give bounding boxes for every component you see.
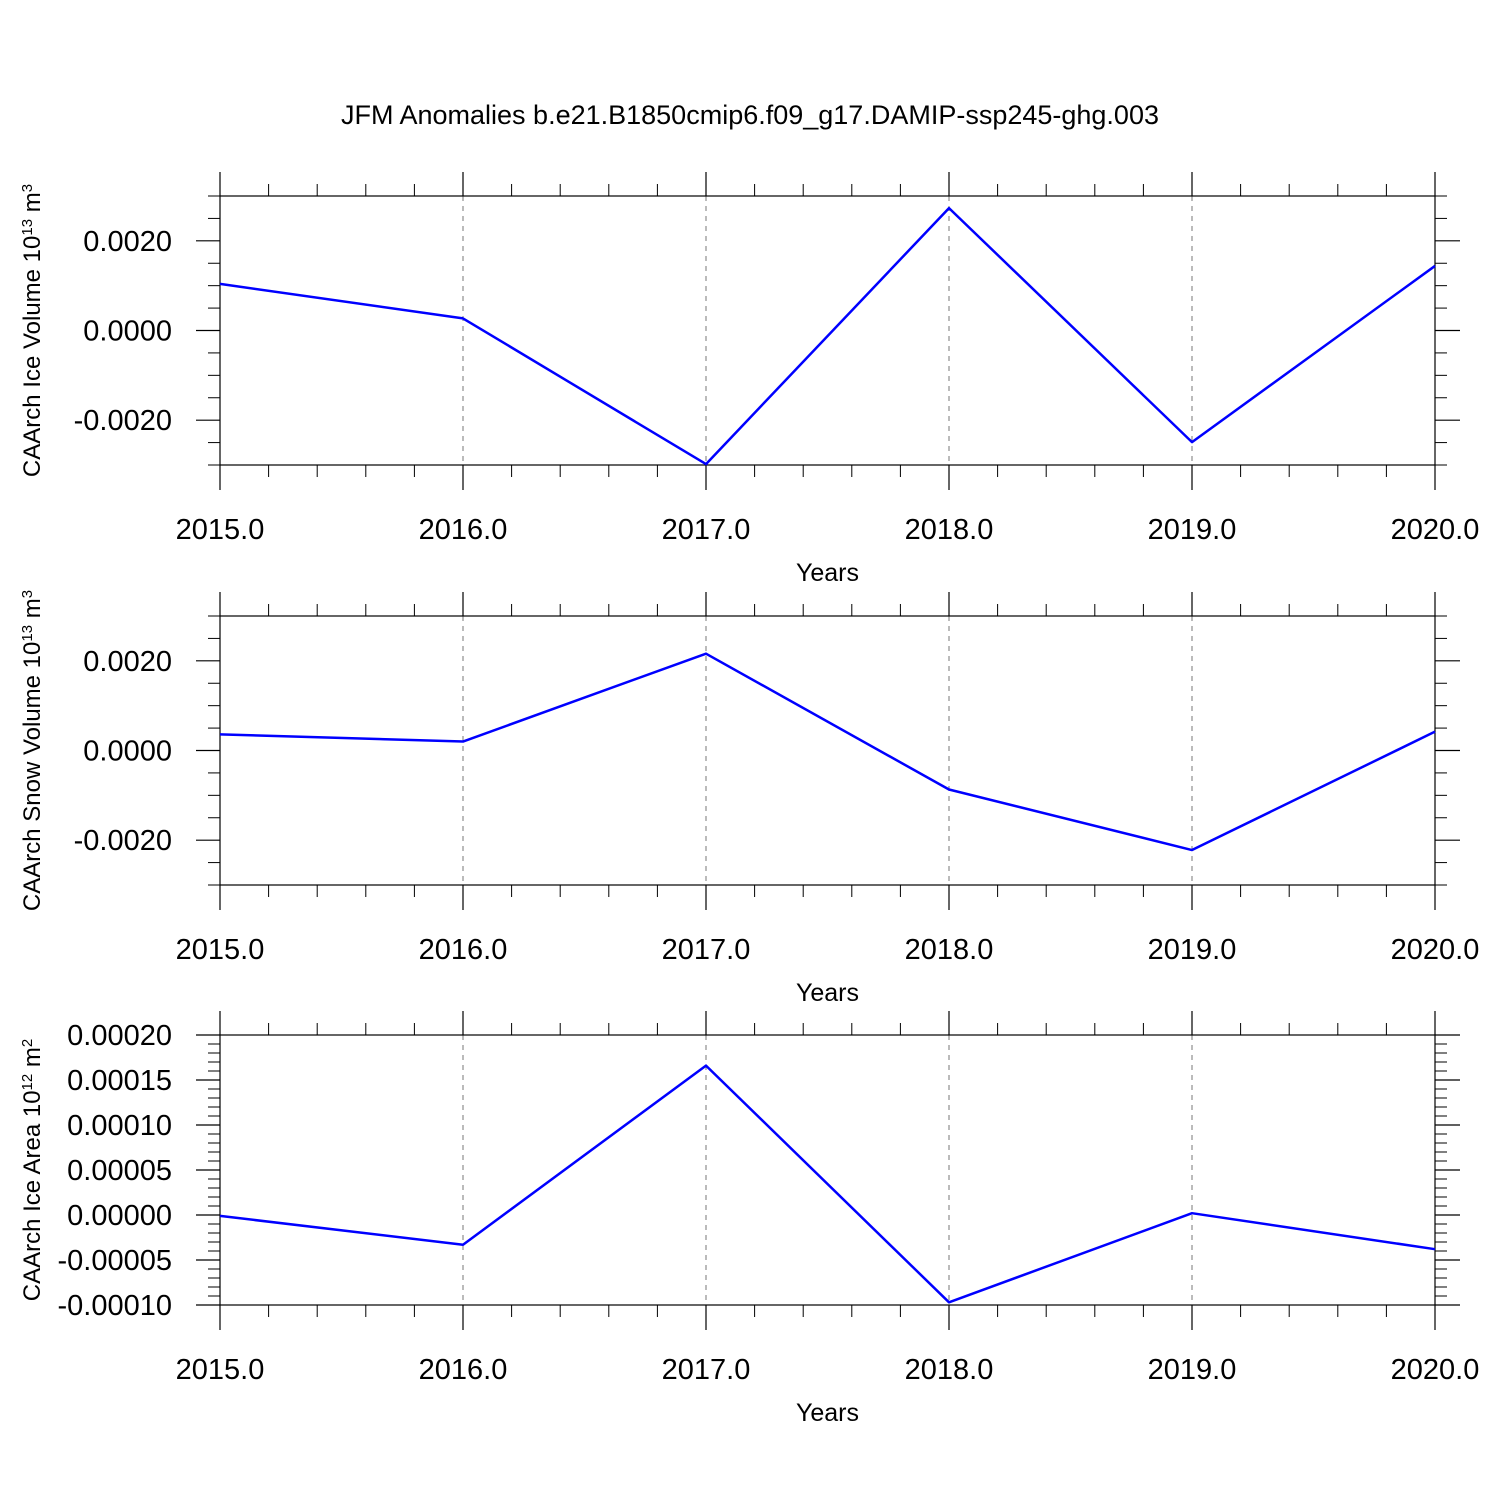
data-line bbox=[219, 1064, 1436, 1304]
data-line bbox=[219, 206, 1436, 466]
x-tick-label: 2020.0 bbox=[1391, 1354, 1480, 1386]
x-tick-label: 2018.0 bbox=[905, 514, 994, 546]
x-tick-label: 2017.0 bbox=[662, 1354, 751, 1386]
y-tick-label: -0.0020 bbox=[74, 405, 172, 437]
y-axis-label-exponent: 3 bbox=[19, 184, 36, 192]
y-tick-label: 0.00000 bbox=[67, 1200, 172, 1232]
y-tick-label: 0.00015 bbox=[67, 1065, 172, 1097]
x-axis-label: Years bbox=[796, 979, 859, 1007]
x-tick-label: 2015.0 bbox=[176, 1354, 265, 1386]
panel: 2015.0 2016.0 2017.0 2018.0 2019.0 2020.0 -0.0… bbox=[19, 590, 1480, 1007]
data-line bbox=[219, 652, 1436, 852]
x-tick-label: 2018.0 bbox=[905, 934, 994, 966]
x-tick-label: 2016.0 bbox=[419, 1354, 508, 1386]
y-axis-label-exponent: 13 bbox=[19, 219, 36, 236]
x-tick-label: 2017.0 bbox=[662, 934, 751, 966]
y-axis-label: CAArch Ice Area 1012 m2 bbox=[19, 1039, 47, 1301]
x-tick-label: 2019.0 bbox=[1148, 934, 1237, 966]
y-tick-label: 0.00020 bbox=[67, 1020, 172, 1052]
x-tick-label: 2019.0 bbox=[1148, 514, 1237, 546]
y-axis-label-exponent: 3 bbox=[19, 590, 36, 598]
y-axis-label-text: CAArch Snow Volume 10 bbox=[19, 642, 46, 911]
y-axis-label-text: m bbox=[19, 192, 46, 219]
x-axis-label: Years bbox=[796, 1399, 859, 1427]
x-tick-label: 2020.0 bbox=[1391, 934, 1480, 966]
y-tick-label: -0.00010 bbox=[58, 1290, 173, 1322]
y-axis-label-text: m bbox=[19, 1047, 46, 1074]
x-tick-label: 2016.0 bbox=[419, 514, 508, 546]
y-tick-label: -0.00005 bbox=[58, 1245, 173, 1277]
y-tick-label: 0.00005 bbox=[67, 1155, 172, 1187]
y-axis-label: CAArch Snow Volume 1013 m3 bbox=[19, 590, 47, 911]
y-axis-label-text: CAArch Ice Volume 10 bbox=[19, 236, 46, 477]
y-axis-label-exponent: 13 bbox=[19, 625, 36, 642]
y-axis-label-exponent: 2 bbox=[19, 1039, 36, 1047]
panel: 2015.0 2016.0 2017.0 2018.0 2019.0 2020.0 -0.0… bbox=[19, 1011, 1480, 1427]
y-axis-label-text: m bbox=[19, 598, 46, 625]
x-tick-label: 2018.0 bbox=[905, 1354, 994, 1386]
y-tick-label: 0.00010 bbox=[67, 1110, 172, 1142]
x-tick-label: 2015.0 bbox=[176, 514, 265, 546]
x-tick-label: 2016.0 bbox=[419, 934, 508, 966]
x-tick-label: 2017.0 bbox=[662, 514, 751, 546]
y-axis-label-text: CAArch Ice Area 10 bbox=[19, 1090, 46, 1301]
y-tick-label: 0.0000 bbox=[83, 736, 172, 768]
x-tick-label: 2015.0 bbox=[176, 934, 265, 966]
figure-title: JFM Anomalies b.e21.B1850cmip6.f09_g17.D… bbox=[341, 100, 1159, 130]
y-axis-label-exponent: 12 bbox=[19, 1074, 36, 1091]
y-tick-label: 0.0020 bbox=[83, 226, 172, 258]
x-tick-label: 2019.0 bbox=[1148, 1354, 1237, 1386]
y-tick-label: -0.0020 bbox=[74, 825, 172, 857]
y-tick-label: 0.0020 bbox=[83, 646, 172, 678]
y-axis-label: CAArch Ice Volume 1013 m3 bbox=[19, 184, 47, 477]
y-tick-label: 0.0000 bbox=[83, 316, 172, 348]
panel: 2015.0 2016.0 2017.0 2018.0 2019.0 2020.0 -0.0… bbox=[19, 172, 1480, 587]
x-tick-label: 2020.0 bbox=[1391, 514, 1480, 546]
x-axis-label: Years bbox=[796, 559, 859, 587]
